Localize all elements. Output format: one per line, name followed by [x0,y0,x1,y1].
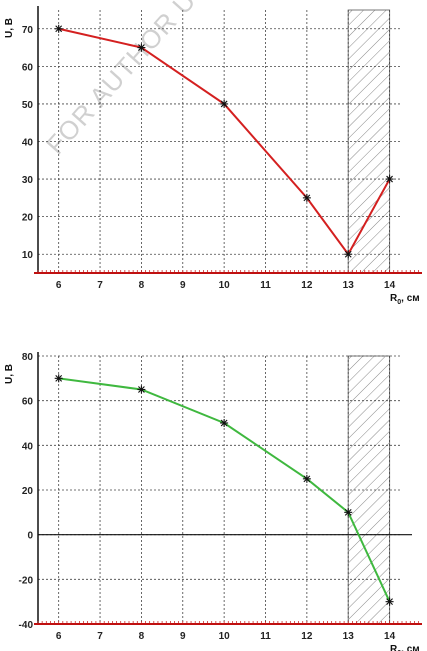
y-tick-label: 50 [22,100,34,111]
x-tick-label: 9 [180,280,186,291]
y-tick-label: 40 [22,441,34,452]
point-marker-stroke [55,374,63,382]
data-point [302,474,311,483]
data-point [344,508,353,517]
point-marker-stroke [386,175,393,183]
y-axis-label: U, B [4,18,15,38]
data-point [220,419,229,427]
series-line [58,377,391,603]
x-tick-label: 12 [301,280,313,291]
chart-bottom: 6 7 8 9 10 11 12 13 14 -40 -20 0 20 40 60 80 U, B R0, см [4,352,422,651]
x-tick-label: 6 [56,280,62,291]
x-tick-label: 6 [56,631,62,642]
chart-top: 6 7 8 9 10 11 12 13 14 10 20 30 40 50 60 70 U, B R0, см [4,6,422,306]
data-point [54,24,63,33]
point-marker-stroke [55,25,63,33]
data-point [344,250,353,259]
y-tick-label: 60 [22,397,34,408]
x-tick-label: 13 [343,280,355,291]
y-tick-label: 10 [22,250,34,261]
series-line [58,27,391,257]
data-point [137,385,146,394]
data-point [137,43,146,52]
y-tick-label: 20 [22,486,34,497]
x-tick-label: 14 [384,631,396,642]
x-tick-label: 14 [384,280,396,291]
y-tick-label: 60 [22,62,34,73]
x-tick-label: 10 [219,631,231,642]
y-tick-label: 80 [22,352,34,363]
x-tick-label: 12 [301,631,313,642]
x-axis-label: R0, см [390,293,420,306]
data-point [54,374,63,383]
y-tick-label: 70 [22,25,34,36]
y-tick-label: -40 [19,620,34,631]
point-marker-stroke [344,508,352,516]
x-tick-label: 8 [139,280,145,291]
data-point [220,99,229,108]
data-point [302,193,311,202]
point-marker-stroke [303,475,311,483]
point-marker-stroke [138,44,145,51]
y-tick-label: 40 [22,138,34,149]
point-marker-stroke [220,419,228,427]
point-marker-stroke [138,386,145,393]
point-marker-stroke [220,100,228,108]
y-tick-label: 0 [27,531,33,542]
data-point [385,597,394,606]
point-marker-stroke [303,194,311,202]
y-tick-label: 20 [22,213,34,224]
x-tick-label: 7 [97,280,103,291]
plot-area-bottom: 6 7 8 9 10 11 12 13 14 -40 -20 0 20 40 60 80 U, B R0, см [4,352,422,651]
x-tick-label: 10 [219,280,231,291]
data-point [385,175,394,184]
y-tick-label: -20 [19,575,34,586]
point-marker-stroke [386,598,393,606]
x-tick-label: 8 [139,631,145,642]
x-tick-label: 9 [180,631,186,642]
x-tick-label: 7 [97,631,103,642]
x-tick-label: 13 [343,631,355,642]
x-tick-label: 11 [260,631,271,642]
y-tick-label: 30 [22,175,34,186]
point-marker-stroke [344,250,352,258]
x-tick-label: 11 [260,280,271,291]
y-axis-label: U, B [4,364,15,384]
plot-area-top: 6 7 8 9 10 11 12 13 14 10 20 30 40 50 60 70 U, B R0, см [4,6,422,306]
x-axis-label: R0, см [390,644,420,651]
